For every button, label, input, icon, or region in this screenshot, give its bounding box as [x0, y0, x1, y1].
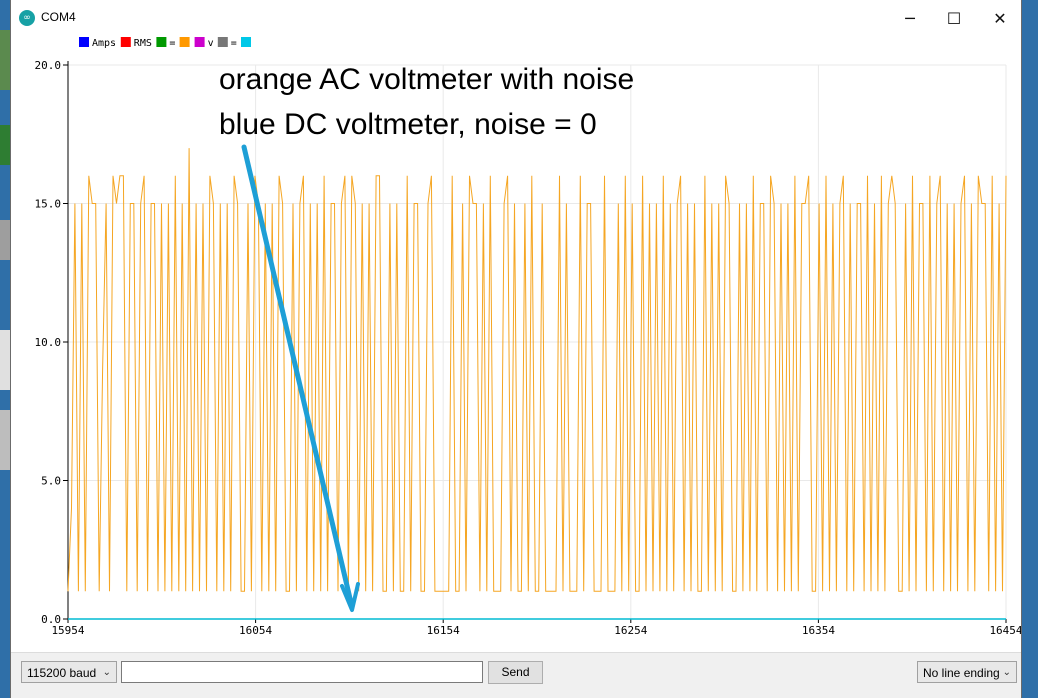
- legend-swatch: [156, 37, 167, 47]
- line-ending-value: No line ending: [923, 666, 1000, 680]
- title-bar[interactable]: ∞ COM4 ─ ☐ ✕: [11, 0, 1021, 34]
- legend-swatch: [217, 37, 228, 47]
- y-tick-label: 0.0: [41, 613, 61, 626]
- legend-label: Amps: [92, 38, 116, 49]
- maximize-button[interactable]: ☐: [931, 4, 977, 32]
- minimize-icon: ─: [905, 8, 915, 28]
- close-icon: ✕: [993, 8, 1007, 28]
- annotation-arrow-shaft: [241, 144, 355, 610]
- annotation-line-2: blue DC voltmeter, noise = 0: [219, 108, 597, 141]
- baud-rate-value: 115200 baud: [27, 666, 97, 680]
- legend-label: RMS: [134, 38, 152, 49]
- y-tick-label: 15.0: [35, 198, 62, 211]
- y-tick-label: 10.0: [35, 336, 62, 349]
- minimize-button[interactable]: ─: [887, 4, 933, 32]
- chevron-down-icon: ⌄: [1002, 667, 1011, 678]
- y-tick-label: 5.0: [41, 475, 61, 488]
- plot-area: 0.0 5.0 10.0 15.0 20.0 15954 16054 16154 16254 16…: [11, 34, 1021, 652]
- legend-swatch: [194, 37, 205, 47]
- maximize-icon: ☐: [946, 8, 962, 28]
- legend-label: =: [169, 38, 175, 49]
- desktop-background-left: [0, 0, 12, 698]
- annotation-arrow-head: [340, 582, 360, 612]
- arduino-icon: ∞: [19, 10, 35, 26]
- legend-label: v: [208, 38, 214, 49]
- legend-swatch: [120, 37, 131, 47]
- line-ending-select[interactable]: No line ending ⌄: [917, 661, 1017, 683]
- x-tick-label: 16354: [802, 624, 835, 637]
- series-ac-voltage-line: [67, 148, 1007, 592]
- chevron-down-icon: ⌄: [102, 667, 111, 678]
- close-button[interactable]: ✕: [977, 4, 1023, 32]
- bottom-toolbar: 115200 baud ⌄ Send No line ending ⌄: [11, 652, 1021, 698]
- serial-plotter-window: ∞ COM4 ─ ☐ ✕ 0.0 5.0 10.0 15.0 20.0 15954 1605…: [10, 0, 1022, 698]
- baud-rate-select[interactable]: 115200 baud ⌄: [21, 661, 117, 683]
- serial-plot-chart: 0.0 5.0 10.0 15.0 20.0 15954 16054 16154 16254 16…: [35, 37, 1021, 637]
- serial-input[interactable]: [121, 661, 483, 683]
- x-tick-label: 16454: [989, 624, 1021, 637]
- x-tick-label: 15954: [51, 624, 84, 637]
- desktop-background-right: [1022, 0, 1038, 698]
- legend-label: =: [231, 38, 237, 49]
- x-tick-label: 16054: [239, 624, 272, 637]
- y-tick-label: 20.0: [35, 59, 62, 72]
- legend-swatch: [241, 37, 251, 47]
- x-tick-label: 16154: [427, 624, 460, 637]
- window-title: COM4: [41, 10, 76, 24]
- send-button[interactable]: Send: [488, 661, 543, 684]
- annotation-line-1: orange AC voltmeter with noise: [219, 63, 635, 96]
- legend-swatch: [79, 37, 89, 47]
- legend-swatch: [179, 37, 190, 47]
- x-tick-label: 16254: [614, 624, 647, 637]
